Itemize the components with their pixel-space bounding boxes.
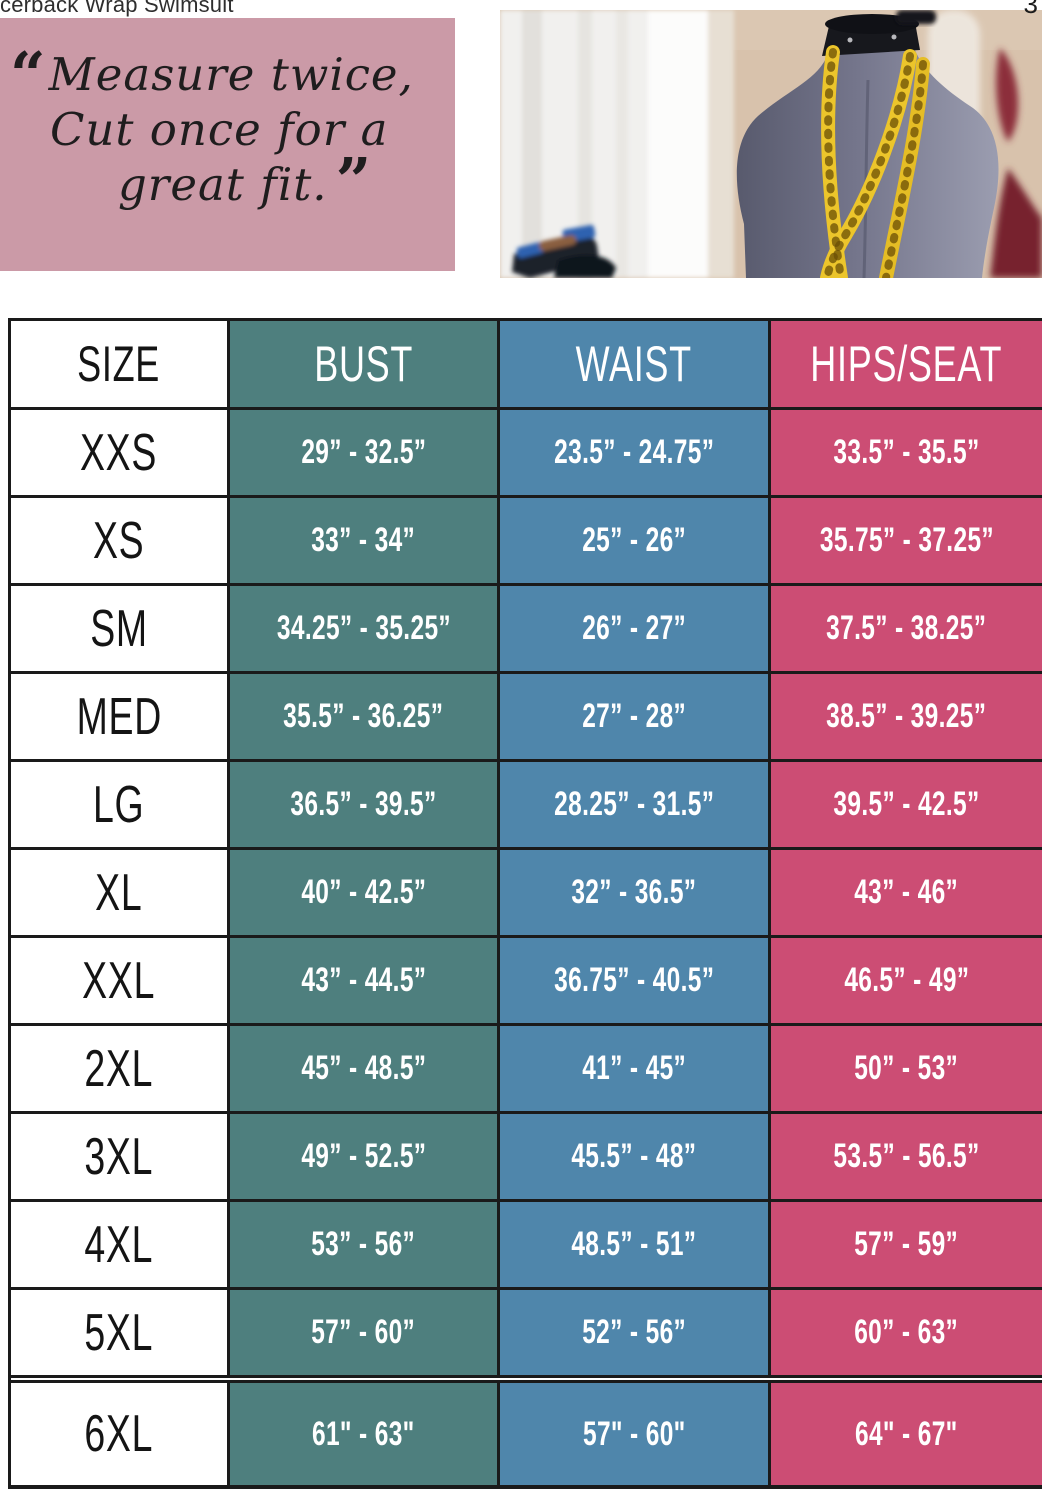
iron [512, 224, 616, 278]
cropped-header-strip: cerback Wrap Swimsuit 3 [0, 0, 1042, 20]
waist-cell: 52” - 56” [497, 1290, 768, 1375]
hips-cell: 46.5” - 49” [768, 938, 1042, 1023]
document-title-cropped: cerback Wrap Swimsuit [0, 0, 234, 17]
hips-cell: 33.5” - 35.5” [768, 410, 1042, 495]
measuring-tape-icon [820, 45, 930, 278]
hips-cell: 43” - 46” [768, 850, 1042, 935]
table-row: 5XL 57” - 60” 52” - 56” 60” - 63” [11, 1287, 1042, 1375]
size-cell: XXS [11, 410, 227, 495]
table-row: XL 40” - 42.5” 32” - 36.5” 43” - 46” [11, 847, 1042, 935]
size-cell: SM [11, 586, 227, 671]
table-body: XXS 29” - 32.5” 23.5” - 24.75” 33.5” - 3… [11, 407, 1042, 1485]
dress-form [736, 10, 999, 278]
dress-form-photo [500, 10, 1042, 278]
waist-cell: 57" - 60" [497, 1383, 768, 1485]
bust-cell: 45” - 48.5” [227, 1026, 497, 1111]
size-cell: 6XL [11, 1383, 227, 1485]
table-row: XXS 29” - 32.5” 23.5” - 24.75” 33.5” - 3… [11, 407, 1042, 495]
size-cell: 2XL [11, 1026, 227, 1111]
quote-box: “Measure twice, Cut once for a great fit… [0, 18, 455, 271]
table-row: LG 36.5” - 39.5” 28.25” - 31.5” 39.5” - … [11, 759, 1042, 847]
hips-cell: 35.75” - 37.25” [768, 498, 1042, 583]
bust-cell: 34.25” - 35.25” [227, 586, 497, 671]
neck-cap [822, 10, 936, 56]
bust-cell: 40” - 42.5” [227, 850, 497, 935]
waist-cell: 26” - 27” [497, 586, 768, 671]
quote-line-2: Cut once for a [50, 102, 389, 156]
size-cell: XS [11, 498, 227, 583]
waist-cell: 45.5” - 48” [497, 1114, 768, 1199]
header-waist: WAIST [497, 321, 768, 407]
waist-cell: 32” - 36.5” [497, 850, 768, 935]
header-hips: HIPS/SEAT [768, 321, 1042, 407]
open-quote-icon: “ [10, 38, 47, 111]
size-cell: 4XL [11, 1202, 227, 1287]
waist-cell: 27” - 28” [497, 674, 768, 759]
hips-cell: 37.5” - 38.25” [768, 586, 1042, 671]
hips-cell: 53.5” - 56.5” [768, 1114, 1042, 1199]
table-row: 6XL 61" - 63" 57" - 60" 64" - 67" [11, 1375, 1042, 1485]
header-size: SIZE [11, 321, 227, 407]
size-cell: 5XL [11, 1290, 227, 1375]
waist-cell: 36.75” - 40.5” [497, 938, 768, 1023]
quote-line-1: “Measure twice, [10, 38, 414, 111]
bust-cell: 61" - 63" [227, 1383, 497, 1485]
size-cell: XXL [11, 938, 227, 1023]
hips-cell: 57” - 59” [768, 1202, 1042, 1287]
bust-cell: 29” - 32.5” [227, 410, 497, 495]
bust-cell: 33” - 34” [227, 498, 497, 583]
close-quote-icon: ” [335, 143, 373, 217]
waist-cell: 28.25” - 31.5” [497, 762, 768, 847]
bust-cell: 36.5” - 39.5” [227, 762, 497, 847]
quote-line-3: great fit.” [118, 143, 373, 217]
table-row: 3XL 49” - 52.5” 45.5” - 48” 53.5” - 56.5… [11, 1111, 1042, 1199]
waist-cell: 25” - 26” [497, 498, 768, 583]
size-cell: MED [11, 674, 227, 759]
hips-cell: 60” - 63” [768, 1290, 1042, 1375]
table-row: 2XL 45” - 48.5” 41” - 45” 50” - 53” [11, 1023, 1042, 1111]
size-cell: 3XL [11, 1114, 227, 1199]
table-row: 4XL 53” - 56” 48.5” - 51” 57” - 59” [11, 1199, 1042, 1287]
waist-cell: 48.5” - 51” [497, 1202, 768, 1287]
hips-cell: 39.5” - 42.5” [768, 762, 1042, 847]
bust-cell: 57” - 60” [227, 1290, 497, 1375]
size-cell: XL [11, 850, 227, 935]
hips-cell: 50” - 53” [768, 1026, 1042, 1111]
page-number-cropped: 3 [1023, 0, 1038, 19]
size-chart-table: SIZE BUST WAIST HIPS/SEAT XXS 29” - 32.5… [8, 318, 1042, 1489]
curtain [500, 10, 734, 278]
size-cell: LG [11, 762, 227, 847]
bust-cell: 53” - 56” [227, 1202, 497, 1287]
waist-cell: 41” - 45” [497, 1026, 768, 1111]
hips-cell: 38.5” - 39.25” [768, 674, 1042, 759]
bust-cell: 49” - 52.5” [227, 1114, 497, 1199]
table-header-row: SIZE BUST WAIST HIPS/SEAT [11, 318, 1042, 407]
table-row: XXL 43” - 44.5” 36.75” - 40.5” 46.5” - 4… [11, 935, 1042, 1023]
table-row: XS 33” - 34” 25” - 26” 35.75” - 37.25” [11, 495, 1042, 583]
header-bust: BUST [227, 321, 497, 407]
bust-cell: 35.5” - 36.25” [227, 674, 497, 759]
waist-cell: 23.5” - 24.75” [497, 410, 768, 495]
bust-cell: 43” - 44.5” [227, 938, 497, 1023]
table-row: MED 35.5” - 36.25” 27” - 28” 38.5” - 39.… [11, 671, 1042, 759]
table-row: SM 34.25” - 35.25” 26” - 27” 37.5” - 38.… [11, 583, 1042, 671]
hips-cell: 64" - 67" [768, 1383, 1042, 1485]
maroon-garment [990, 48, 1042, 278]
